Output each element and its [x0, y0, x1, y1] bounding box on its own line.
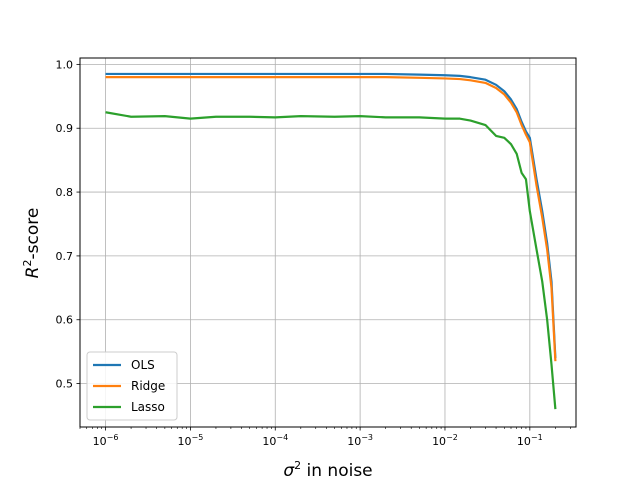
- y-tick-label: 0.5: [56, 378, 74, 391]
- y-tick-label: 0.7: [56, 250, 74, 263]
- x-tick-label: 10−6: [93, 433, 119, 448]
- series-lines: [105, 72, 557, 410]
- legend-box: [86, 351, 178, 421]
- series-line-ridge: [105, 76, 557, 362]
- legend-label-lasso: Lasso: [131, 400, 165, 414]
- legend-label-ridge: Ridge: [131, 379, 165, 393]
- x-tick-label: 10−3: [347, 433, 373, 448]
- y-axis: 0.5 0.6 0.7 0.8 0.9 1.0: [56, 58, 80, 391]
- grid-lines: [80, 58, 576, 427]
- plot-frame: [79, 57, 577, 428]
- x-axis-label: σ2 in noise: [283, 459, 372, 480]
- y-axis-label: R2-score: [21, 208, 43, 279]
- y-tick-label: 1.0: [56, 58, 74, 71]
- x-tick-label: 10−5: [178, 433, 204, 448]
- y-tick-label: 0.9: [56, 122, 74, 135]
- y-tick-label: 0.6: [56, 314, 74, 327]
- x-axis: 10−6 10−5 10−4 10−3 10−2 10−1: [79, 427, 571, 448]
- series-line-lasso: [105, 111, 557, 410]
- x-tick-label: 10−2: [432, 433, 458, 448]
- x-tick-label: 10−4: [262, 433, 288, 448]
- legend-label-ols: OLS: [131, 358, 155, 372]
- x-tick-label: 10−1: [517, 433, 543, 448]
- legend: OLS Ridge Lasso: [86, 351, 178, 421]
- y-tick-label: 0.8: [56, 186, 74, 199]
